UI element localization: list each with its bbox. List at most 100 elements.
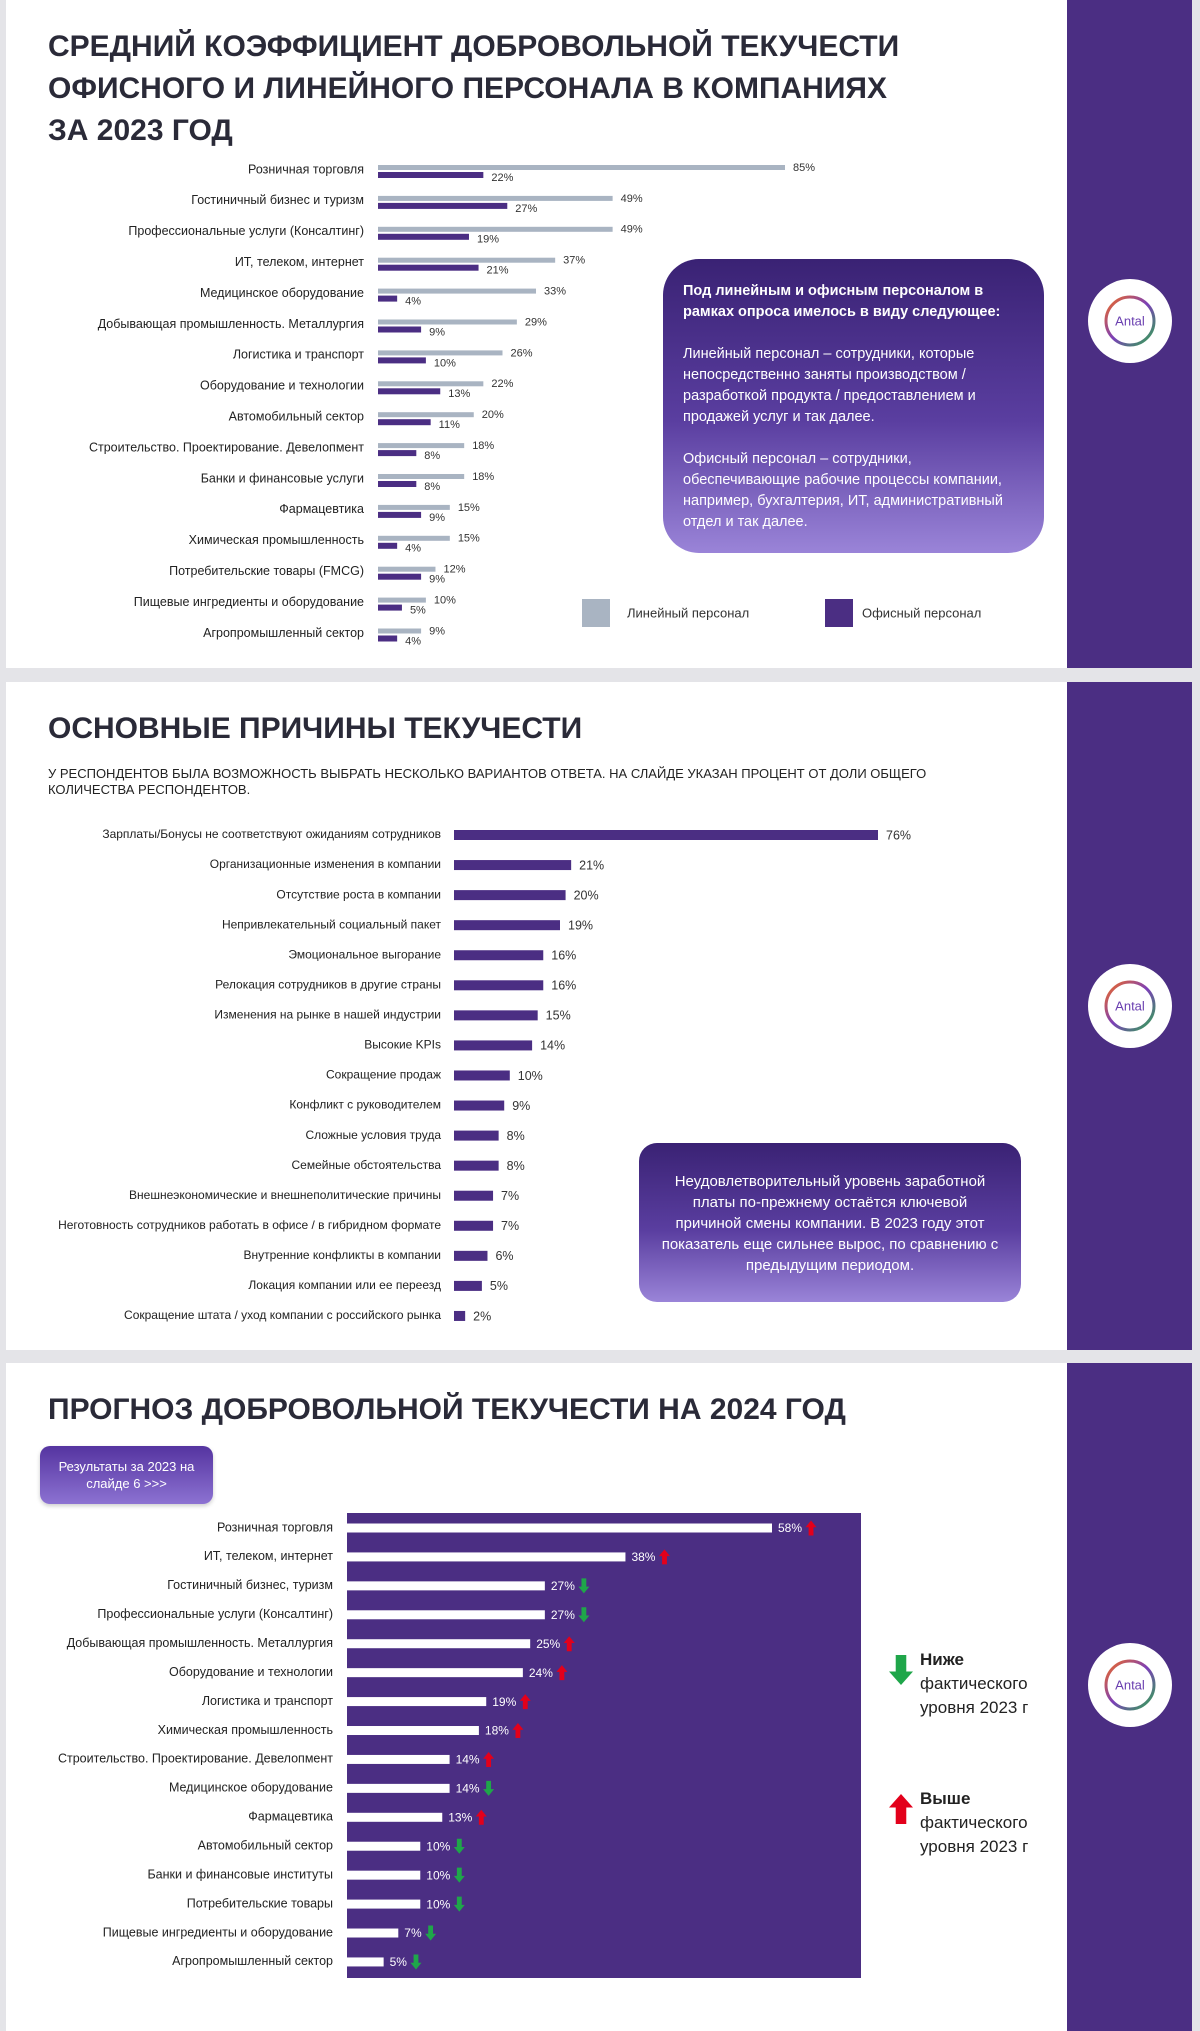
bar (454, 1280, 482, 1291)
category-label: Медицинское оборудование (169, 1781, 333, 1795)
trend-arrow (556, 1665, 568, 1681)
value-label: 22% (491, 378, 513, 390)
category-label: Конфликт с руководителем (289, 1098, 441, 1112)
bar (378, 264, 479, 271)
slide: ОСНОВНЫЕ ПРИЧИНЫ ТЕКУЧЕСТИ У РЕСПОНДЕНТО… (6, 682, 1192, 1350)
category-label: Логистика и транспорт (233, 348, 364, 362)
value-label: 27% (551, 1608, 575, 1622)
value-label: 19% (492, 1695, 516, 1709)
bar (347, 1581, 545, 1591)
category-label: Организационные изменения в компании (210, 857, 441, 871)
bar (378, 165, 785, 170)
trend-arrow (578, 1607, 590, 1623)
bar (378, 474, 465, 479)
value-label: 33% (544, 286, 566, 298)
bar (454, 950, 544, 961)
trend-arrow (483, 1751, 495, 1767)
logo: Antal (1088, 1643, 1172, 1727)
bar (378, 511, 422, 518)
category-label: Сложные условия труда (305, 1128, 441, 1142)
logo-text: Antal (1115, 1677, 1145, 1692)
value-label: 22% (491, 172, 513, 184)
sidebar: Antal (1067, 682, 1192, 1350)
bar (454, 830, 878, 840)
value-label: 49% (621, 193, 643, 205)
bar (347, 1523, 772, 1533)
trend-arrow (475, 1809, 487, 1825)
category-label: ИТ, телеком, интернет (204, 1549, 333, 1563)
bar (347, 1726, 479, 1736)
trend-arrow (483, 1780, 495, 1796)
category-label: Медицинское оборудование (200, 286, 364, 300)
bar (347, 1812, 443, 1822)
logo-text: Antal (1115, 313, 1145, 328)
bar (378, 628, 422, 634)
logo: Antal (1088, 964, 1172, 1048)
value-label: 12% (443, 564, 465, 576)
value-label: 9% (429, 512, 445, 524)
bar (378, 412, 474, 418)
trend-legend-text: фактического уровня 2023 г (920, 1674, 1029, 1717)
category-label: Семейные обстоятельства (292, 1158, 442, 1172)
title: ПРОГНОЗ ДОБРОВОЛЬНОЙ ТЕКУЧЕСТИ НА 2024 Г… (48, 1393, 846, 1426)
bar (378, 202, 508, 209)
category-label: Строительство. Проектирование. Девелопме… (58, 1752, 333, 1766)
subtitle: У РЕСПОНДЕНТОВ БЫЛА ВОЗМОЖНОСТЬ ВЫБРАТЬ … (48, 766, 927, 797)
category-label: Потребительские товары (FMCG) (169, 564, 364, 578)
value-label: 4% (405, 543, 421, 555)
bar (454, 1040, 533, 1051)
value-label: 10% (434, 357, 456, 369)
category-label: Добывающая промышленность. Металлургия (67, 1636, 333, 1650)
bar (378, 535, 450, 541)
trend-arrow (425, 1925, 437, 1941)
value-label: 4% (405, 635, 421, 647)
logo-ring (1104, 980, 1156, 1032)
category-label: Агропромышленный сектор (172, 1954, 333, 1968)
bar (347, 1957, 384, 1967)
trend-arrow (889, 1794, 913, 1824)
category-label: Высокие KPIs (364, 1038, 441, 1052)
bar (347, 1841, 421, 1851)
bar (454, 1220, 494, 1231)
logo-bg (1088, 279, 1172, 363)
bar (347, 1783, 450, 1793)
value-label: 4% (405, 296, 421, 308)
value-label: 13% (448, 388, 470, 400)
category-label: Профессиональные услуги (Консалтинг) (128, 224, 364, 238)
chart: Розничная торговля 58% ИТ, телеком, интерн… (58, 1513, 913, 1978)
category-label: Потребительские товары (187, 1896, 333, 1910)
value-label: 19% (477, 234, 499, 246)
bar (454, 1100, 505, 1111)
bar (347, 1639, 531, 1649)
trend-arrow (578, 1578, 590, 1594)
bar (347, 1754, 450, 1764)
logo-bg (1088, 964, 1172, 1048)
note-text: Офисный персонал – сотрудники, обеспечив… (683, 451, 1003, 530)
trend-legend-title: Ниже (920, 1650, 965, 1669)
bar (378, 443, 465, 449)
bar (454, 1310, 466, 1321)
slide: ПРОГНОЗ ДОБРОВОЛЬНОЙ ТЕКУЧЕСТИ НА 2024 Г… (6, 1363, 1192, 2031)
bar (378, 233, 469, 240)
value-label: 10% (426, 1897, 450, 1911)
bar (347, 1668, 523, 1678)
bar (378, 566, 436, 572)
bar (378, 419, 431, 426)
value-label: 24% (529, 1666, 553, 1680)
bar (378, 481, 417, 487)
value-label: 8% (424, 481, 440, 493)
value-label: 21% (487, 265, 509, 277)
bar (347, 1552, 626, 1562)
category-label: Эмоциональное выгорание (288, 947, 441, 961)
category-label: Профессиональные услуги (Консалтинг) (97, 1607, 333, 1621)
value-label: 11% (439, 419, 460, 431)
value-label: 85% (793, 162, 815, 174)
value-label: 14% (456, 1753, 480, 1767)
note: Неудовлетворительный уровень заработной … (639, 1143, 1021, 1302)
category-label: Зарплаты/Бонусы не соответствуют ожидани… (102, 827, 441, 841)
bar (454, 860, 572, 871)
bar (454, 980, 544, 991)
link-button[interactable]: Результаты за 2023 на слайде 6 >>> (40, 1446, 213, 1504)
title: ОСНОВНЫЕ ПРИЧИНЫ ТЕКУЧЕСТИ (48, 712, 583, 745)
